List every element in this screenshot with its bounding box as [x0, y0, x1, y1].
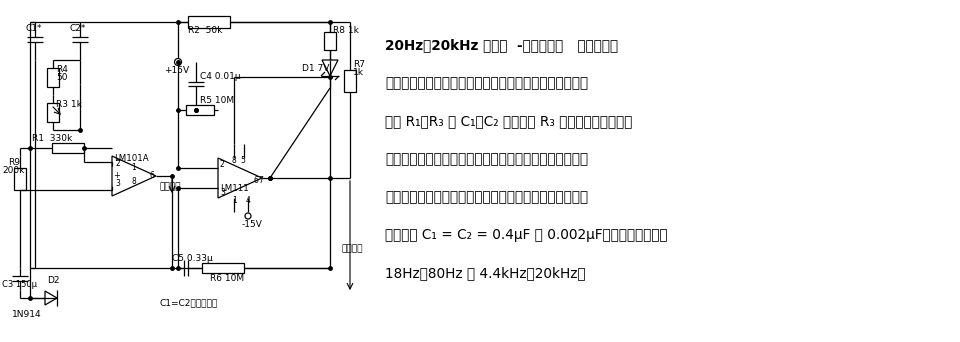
Text: C1=C2：频率输出: C1=C2：频率输出: [160, 298, 218, 307]
Circle shape: [175, 58, 181, 66]
Text: 20Hz～20kHz 正弦波  -方波发生器   该电路把运: 20Hz～20kHz 正弦波 -方波发生器 该电路把运: [385, 38, 618, 52]
Text: 1k: 1k: [353, 68, 364, 77]
Text: 3: 3: [115, 180, 120, 188]
Text: R2  50k: R2 50k: [188, 26, 223, 35]
Text: 1N914: 1N914: [12, 310, 41, 319]
Text: 6: 6: [254, 176, 259, 185]
Text: C3 150μ: C3 150μ: [2, 280, 37, 289]
Bar: [47, 68, 59, 87]
Text: 正弦输出: 正弦输出: [160, 182, 181, 191]
Polygon shape: [45, 291, 57, 305]
Text: LM111: LM111: [220, 184, 249, 193]
Text: 2: 2: [220, 160, 225, 169]
Text: R8 1k: R8 1k: [333, 26, 359, 35]
Text: -15V: -15V: [242, 220, 263, 229]
Text: 8: 8: [232, 156, 237, 165]
Circle shape: [245, 213, 251, 219]
Text: 8: 8: [132, 176, 136, 185]
Text: C1*: C1*: [25, 24, 41, 33]
Text: 送给比较器产生方波，反馈到调谐电路的输入端，为正弦: 送给比较器产生方波，反馈到调谐电路的输入端，为正弦: [385, 152, 588, 166]
Text: R5 10M: R5 10M: [200, 96, 234, 105]
Polygon shape: [322, 60, 338, 76]
Bar: [344, 70, 356, 92]
Bar: [52, 143, 84, 153]
Bar: [188, 16, 230, 28]
Text: 200k: 200k: [2, 166, 24, 175]
Text: 放用作调谐电路，受来自电压比较器的方波驱动。振荡频: 放用作调谐电路，受来自电压比较器的方波驱动。振荡频: [385, 76, 588, 90]
Text: 振荡电路补充能量。稳压管起稳定反馈信号（方波）幅度: 振荡电路补充能量。稳压管起稳定反馈信号（方波）幅度: [385, 190, 588, 204]
Text: 50: 50: [56, 73, 67, 82]
Text: R4: R4: [56, 65, 68, 74]
Text: R6 10M: R6 10M: [210, 274, 244, 283]
Text: D2: D2: [47, 276, 60, 285]
Text: 7: 7: [258, 176, 263, 185]
Text: 1: 1: [232, 196, 237, 205]
Polygon shape: [218, 158, 262, 198]
Bar: [324, 32, 336, 50]
Text: R7: R7: [353, 60, 365, 69]
Text: R9: R9: [8, 158, 20, 167]
Bar: [202, 263, 244, 273]
Text: +15V: +15V: [164, 66, 189, 75]
Polygon shape: [112, 156, 156, 196]
Text: 1: 1: [132, 163, 136, 172]
Text: 4: 4: [246, 196, 251, 205]
Text: R3 1k: R3 1k: [56, 100, 82, 109]
Text: D1 7V: D1 7V: [302, 64, 329, 73]
Text: LM101A: LM101A: [114, 154, 149, 163]
Text: 6: 6: [150, 171, 155, 181]
Text: 方波输出: 方波输出: [342, 244, 364, 253]
Text: 率由 R₁、R₃ 及 C₁、C₂ 决定，用 R₃ 进行调谐。就正弦波: 率由 R₁、R₃ 及 C₁、C₂ 决定，用 R₃ 进行调谐。就正弦波: [385, 114, 633, 128]
Bar: [47, 103, 59, 122]
Text: 2: 2: [115, 159, 120, 169]
Text: 5: 5: [240, 156, 245, 165]
Text: R1  330k: R1 330k: [32, 134, 72, 143]
Text: C5 0.33μ: C5 0.33μ: [172, 254, 213, 263]
Text: 的作用。 C₁ = C₂ = 0.4μF 或 0.002μF，对应振荡频率为: 的作用。 C₁ = C₂ = 0.4μF 或 0.002μF，对应振荡频率为: [385, 228, 667, 242]
Bar: [14, 168, 26, 190]
Text: 18Hz～80Hz 或 4.4kHz～20kHz。: 18Hz～80Hz 或 4.4kHz～20kHz。: [385, 266, 586, 280]
Text: +: +: [113, 171, 120, 181]
Text: C4 0.01μ: C4 0.01μ: [200, 72, 241, 81]
Text: C2*: C2*: [70, 24, 86, 33]
Bar: [186, 105, 214, 115]
Text: 3: 3: [220, 188, 225, 197]
